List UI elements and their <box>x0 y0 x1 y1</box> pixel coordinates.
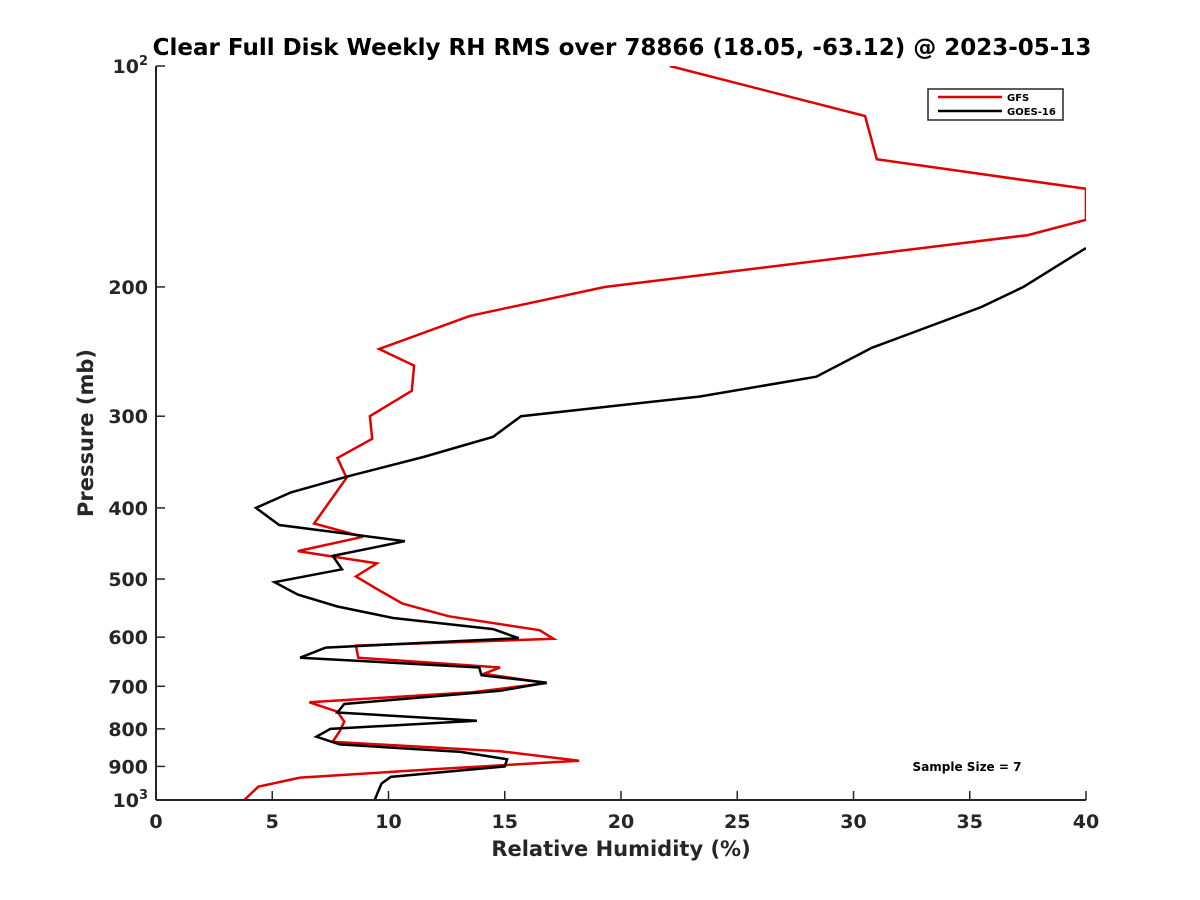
x-tick-label: 40 <box>1073 811 1099 833</box>
legend: GFS GOES-16 <box>927 88 1064 121</box>
y-tick-label: 700 <box>108 676 148 698</box>
y-tick-label: 900 <box>108 756 148 778</box>
series-line-goes16 <box>253 246 1086 800</box>
x-tick-label: 10 <box>375 811 401 833</box>
legend-box <box>927 88 1064 121</box>
x-axis-label: Relative Humidity (%) <box>491 837 750 861</box>
legend-label-goes16: GOES-16 <box>1007 107 1056 118</box>
x-tick-label: 35 <box>957 811 983 833</box>
y-tick-label: 400 <box>108 498 148 520</box>
x-tick-label: 0 <box>149 811 162 833</box>
plot-area: 0 5 10 15 20 25 30 35 40 102 200 300 400 500 600 700 80… <box>108 54 1099 833</box>
x-tick-label: 25 <box>724 811 750 833</box>
y-tick-label: 200 <box>108 277 148 299</box>
y-tick-label: 103 <box>113 788 149 812</box>
y-tick-label: 500 <box>108 569 148 591</box>
legend-label-gfs: GFS <box>1007 93 1029 104</box>
y-ticks: 102 200 300 400 500 600 700 800 900 103 <box>108 54 165 812</box>
y-tick-label: 102 <box>113 54 149 78</box>
y-tick-label: 600 <box>108 627 148 649</box>
axes-background <box>156 66 1086 800</box>
series-group <box>243 66 1086 800</box>
chart-title: Clear Full Disk Weekly RH RMS over 78866… <box>153 35 1092 61</box>
sample-size-annotation: Sample Size = 7 <box>913 760 1022 774</box>
x-ticks: 0 5 10 15 20 25 30 35 40 <box>149 791 1099 833</box>
series-line-gfs <box>243 66 1086 800</box>
y-axis-label: Pressure (mb) <box>74 349 98 517</box>
x-tick-label: 5 <box>266 811 279 833</box>
y-tick-label: 800 <box>108 719 148 741</box>
x-tick-label: 20 <box>608 811 634 833</box>
x-tick-label: 15 <box>492 811 518 833</box>
x-tick-label: 30 <box>840 811 866 833</box>
y-tick-label: 300 <box>108 406 148 428</box>
